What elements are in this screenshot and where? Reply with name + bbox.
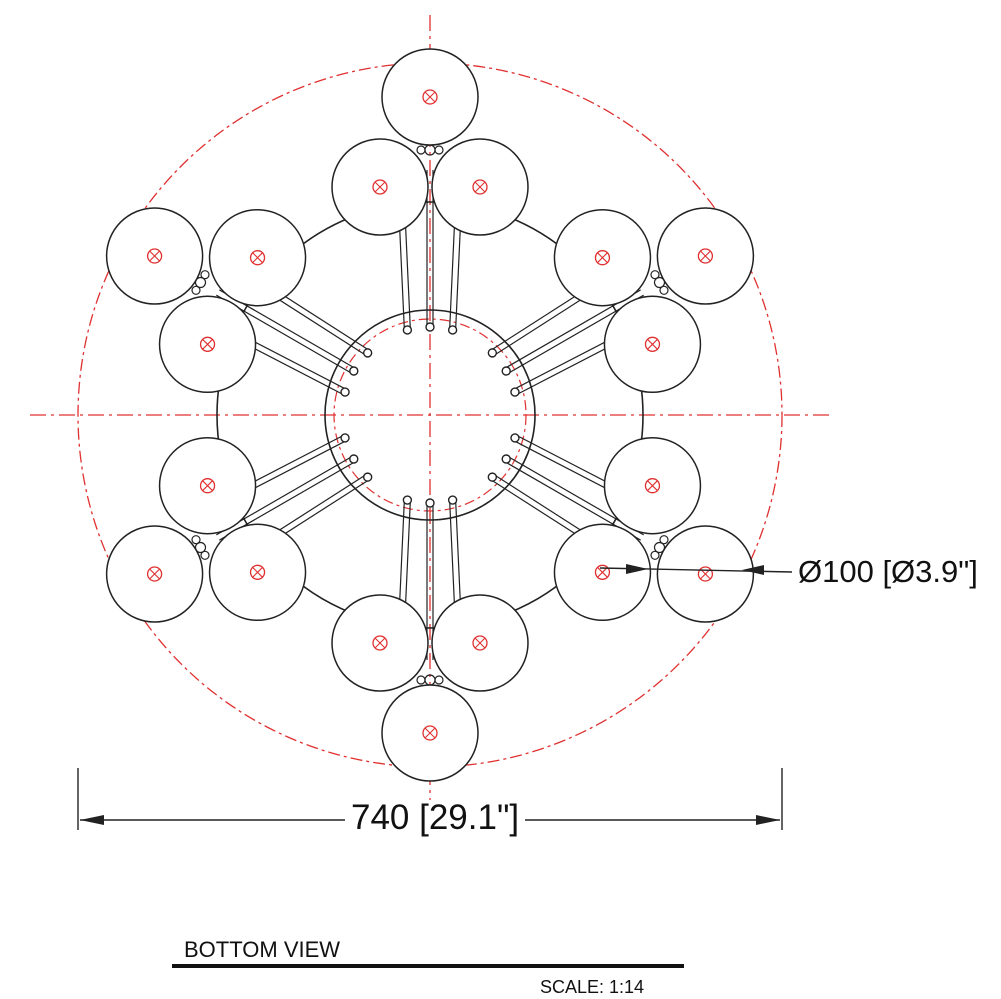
dimension-arrow-left (80, 815, 104, 825)
wheel-center-mark (199, 478, 216, 494)
wheel-center-cross (252, 566, 263, 578)
wheel-center-cross (202, 480, 213, 492)
wheel-center-cross (149, 568, 160, 580)
spoke-pivot (362, 348, 373, 358)
wheel-center-cross (374, 637, 386, 649)
wheel-center-mark (372, 179, 388, 195)
wheel-center-cross (597, 566, 608, 578)
wheel-center-cross (474, 637, 486, 649)
view-title: BOTTOM VIEW (184, 937, 341, 962)
wheel-center-mark (644, 478, 661, 494)
wheel-center-mark (422, 89, 438, 105)
wheel-center-mark (146, 566, 163, 582)
spoke-pivot (349, 366, 359, 376)
wheel-center-mark (372, 635, 388, 651)
wheel-center-cross (202, 338, 213, 350)
scale-label: SCALE: 1:14 (540, 977, 645, 997)
wheel-center-cross (374, 181, 386, 193)
junction-node (200, 550, 210, 560)
junction-node (650, 270, 660, 280)
base-outer-circle (216, 201, 644, 629)
diameter-arrow-right (742, 565, 764, 575)
spoke-pivot (487, 348, 498, 358)
hub-centerline-circle (333, 318, 527, 512)
wheel-center-cross (647, 338, 658, 350)
wheel-center-cross (424, 91, 436, 103)
spoke-pivot (447, 495, 458, 505)
wheel-center-mark (472, 179, 488, 195)
spoke-pivot (340, 387, 350, 397)
wheel-center-cross (597, 252, 608, 264)
junction-node (191, 535, 201, 545)
junction-node (416, 675, 426, 685)
diameter-arrow-left (626, 564, 648, 574)
wheel-center-cross (474, 181, 486, 193)
junction-node (650, 550, 660, 560)
wheel-center-mark (472, 635, 488, 651)
spoke-pivot (501, 454, 511, 464)
spoke-pivot (510, 387, 520, 397)
wheel-center-mark (697, 248, 714, 264)
junction-node (659, 535, 669, 545)
spoke-pivot (402, 495, 413, 505)
wheel-center-mark (146, 248, 163, 264)
spoke-pivot (349, 454, 359, 464)
wheels (105, 48, 755, 782)
wheel-center-mark (249, 564, 266, 580)
wheel-center-mark (422, 725, 438, 741)
wheel-diameter-dimension-label: Ø100 [Ø3.9"] (798, 554, 978, 589)
wheel-center-cross (149, 250, 160, 262)
spoke-pivot (487, 472, 498, 482)
hub-circle (324, 309, 536, 521)
dimension-arrow-right (756, 815, 780, 825)
junction-node (416, 145, 426, 155)
wheel-center-cross (424, 727, 436, 739)
wheel-center-mark (249, 250, 266, 266)
wheel-center-mark (697, 566, 714, 582)
junction-node (434, 675, 444, 685)
spoke-pivot (510, 433, 520, 443)
junction-node (191, 285, 201, 295)
spoke-pivot (425, 498, 435, 508)
wheel-center-cross (647, 480, 658, 492)
spoke-pivot (362, 472, 373, 482)
wheel-center-mark (199, 336, 216, 352)
junction-node (434, 145, 444, 155)
wheel-center-mark (594, 564, 611, 580)
wheel-center-cross (700, 250, 711, 262)
spoke-pivot (447, 325, 458, 335)
wheel-center-cross (252, 252, 263, 264)
junction-node (200, 270, 210, 280)
spoke-pivot (501, 366, 511, 376)
wheel-center-mark (644, 336, 661, 352)
overall-dimension-label: 740 [29.1"] (345, 800, 526, 835)
wheel-center-mark (594, 250, 611, 266)
base-outline (216, 201, 644, 629)
spoke-pivot (425, 322, 435, 332)
spoke-pivot (340, 433, 350, 443)
junction-node (659, 285, 669, 295)
spoke-pivot (402, 325, 413, 335)
